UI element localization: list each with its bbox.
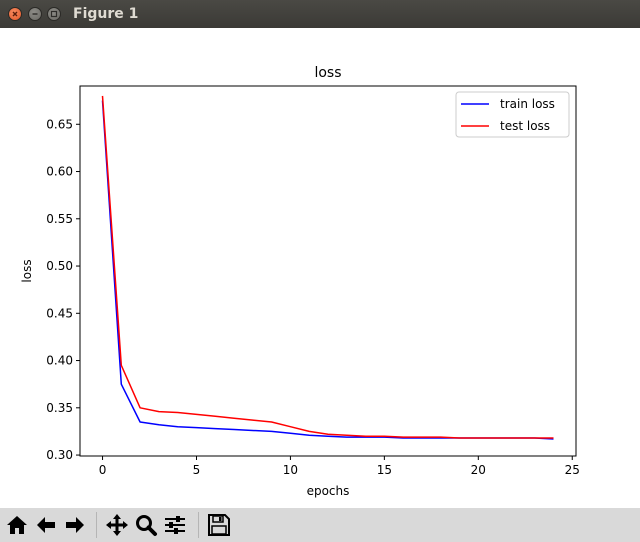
maximize-icon [50,10,58,18]
sliders-icon [165,516,185,534]
y-tick-label: 0.65 [46,117,73,131]
y-tick-label: 0.55 [46,212,73,226]
navigation-toolbar [0,508,640,542]
legend: train loss test loss [455,91,570,138]
legend-label-train-loss: train loss [500,97,555,111]
window-close-button[interactable] [8,7,22,21]
y-tick-label: 0.35 [46,401,73,415]
series-line-test-loss [101,95,554,439]
zoom-button[interactable] [133,512,159,538]
plot-area [79,85,577,457]
x-tick-label: 5 [193,463,201,477]
pan-button[interactable] [104,512,130,538]
x-axis-ticks: 0 5 10 15 20 25 [99,456,580,477]
y-tick-label: 0.50 [46,259,73,273]
window-minimize-button[interactable] [28,7,42,21]
back-button[interactable] [33,512,59,538]
window-maximize-button[interactable] [47,7,61,21]
forward-button[interactable] [62,512,88,538]
x-tick-label: 0 [99,463,107,477]
y-tick-label: 0.60 [46,165,73,179]
home-button[interactable] [4,512,30,538]
arrow-right-icon [66,517,84,533]
magnifier-icon [136,515,157,536]
arrow-left-icon [37,517,55,533]
series-lines [101,95,554,440]
x-tick-label: 15 [377,463,392,477]
window-titlebar[interactable]: Figure 1 [0,0,640,28]
x-axis-label: epochs [307,484,350,498]
chart-title: loss [314,65,341,81]
close-icon [12,11,18,17]
x-tick-label: 25 [565,463,580,477]
y-axis-label: loss [20,259,34,282]
save-button[interactable] [206,512,232,538]
x-tick-label: 10 [283,463,298,477]
y-tick-label: 0.45 [46,306,73,320]
toolbar-separator [96,512,97,538]
home-icon [7,516,27,534]
toolbar-separator [198,512,199,538]
x-tick-label: 20 [471,463,486,477]
configure-subplots-button[interactable] [162,512,188,538]
window-title: Figure 1 [73,6,139,22]
legend-label-test-loss: test loss [500,119,550,133]
minimize-icon [32,13,38,15]
floppy-disk-icon [208,514,230,536]
move-icon [106,514,128,536]
loss-chart: 0 5 10 15 20 25 0.300.350.400.450.500.550.600… [20,65,580,498]
y-tick-label: 0.30 [46,448,73,462]
y-axis-ticks: 0.30 0.35 0.40 0.45 0.50 0.55 0.60 0.65 [46,117,80,462]
figure-canvas[interactable]: 0 5 10 15 20 25 0.30 0.35 0.40 0.45 0.50 0.55 0.60 0… [0,28,640,508]
y-tick-label: 0.40 [46,354,73,368]
